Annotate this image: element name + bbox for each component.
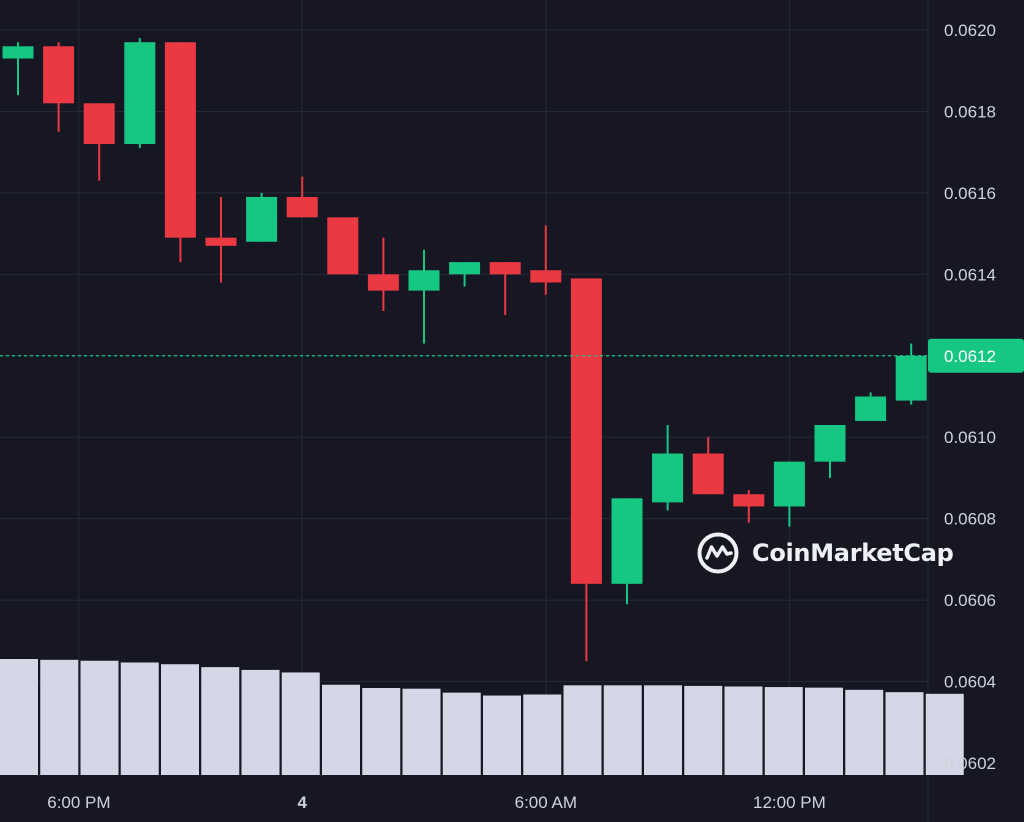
volume-bar xyxy=(483,695,521,775)
candle-body-up xyxy=(895,355,927,401)
candle-body-down xyxy=(489,262,521,275)
candle-body-down xyxy=(205,237,237,246)
candle-body-down xyxy=(286,196,318,218)
x-tick-label: 4 xyxy=(297,793,307,812)
volume-bar xyxy=(80,660,119,775)
candle-body-down xyxy=(327,217,359,275)
volume-bar xyxy=(322,684,360,775)
candle-body-up xyxy=(652,453,684,503)
candle-body-down xyxy=(83,103,115,145)
volume-bar xyxy=(201,667,240,775)
x-axis: 6:00 PM 4 6:00 AM 12:00 PM xyxy=(47,793,826,812)
candle-body-down xyxy=(367,274,399,291)
x-tick-label: 6:00 PM xyxy=(47,793,110,812)
candle-body-down xyxy=(570,278,602,584)
volume-bar xyxy=(684,685,723,775)
volume-bar xyxy=(120,662,159,775)
volume-bar xyxy=(925,693,964,775)
watermark: CoinMarketCap xyxy=(696,531,954,575)
volume-bar xyxy=(281,672,320,775)
candle-body-up xyxy=(124,42,156,145)
volume-bar xyxy=(442,692,481,775)
volume-bar xyxy=(523,694,562,775)
candle-body-down xyxy=(530,270,562,283)
volume-bar xyxy=(362,688,401,775)
volume-bar xyxy=(241,669,280,775)
volume-bar xyxy=(885,692,924,775)
y-tick-label: 0.0604 xyxy=(944,673,996,692)
volume-bar xyxy=(805,687,843,775)
y-tick-label: 0.0616 xyxy=(944,184,996,203)
candle-body-up xyxy=(449,262,481,275)
current-price-tag xyxy=(928,338,1024,373)
x-tick-label: 6:00 AM xyxy=(515,793,577,812)
volume-bar xyxy=(644,685,682,775)
y-tick-label: 0.0618 xyxy=(944,102,996,121)
candle-body-up xyxy=(2,46,34,59)
volume-bar xyxy=(402,688,441,775)
candle-body-up xyxy=(814,425,846,462)
volume-bar xyxy=(724,686,763,775)
watermark-text: CoinMarketCap xyxy=(752,539,954,567)
y-tick-label: 0.0620 xyxy=(944,21,996,40)
y-axis: 0.0620 0.0618 0.0616 0.0614 0.0610 0.0608 0.06… xyxy=(928,21,1024,773)
candle-body-down xyxy=(733,494,765,507)
x-tick-label: 12:00 PM xyxy=(753,793,826,812)
candles xyxy=(2,38,927,662)
candle-body-up xyxy=(246,196,278,242)
candle-body-down xyxy=(164,42,196,238)
y-tick-label: 0.0608 xyxy=(944,510,996,529)
y-tick-label: 0.0602 xyxy=(944,754,996,773)
candle-body-down xyxy=(692,453,724,495)
coinmarketcap-logo-icon xyxy=(697,532,739,574)
candle-body-up xyxy=(408,270,440,291)
y-tick-label: 0.0614 xyxy=(944,265,996,284)
volume-bar xyxy=(563,685,602,775)
candle-body-up xyxy=(611,498,643,584)
candle-body-down xyxy=(43,46,75,104)
volume-bar xyxy=(161,664,199,775)
candle-body-up xyxy=(773,461,805,507)
volume-bar xyxy=(603,685,642,775)
candle-body-up xyxy=(855,396,887,421)
y-tick-label: 0.0610 xyxy=(944,428,996,447)
volume-bar xyxy=(0,659,38,775)
y-tick-label: 0.0606 xyxy=(944,591,996,610)
current-price-label: 0.0612 xyxy=(944,347,996,366)
volume-bar xyxy=(40,659,79,775)
volume-bars xyxy=(0,659,964,775)
volume-bar xyxy=(764,687,803,775)
volume-bar xyxy=(845,689,884,775)
